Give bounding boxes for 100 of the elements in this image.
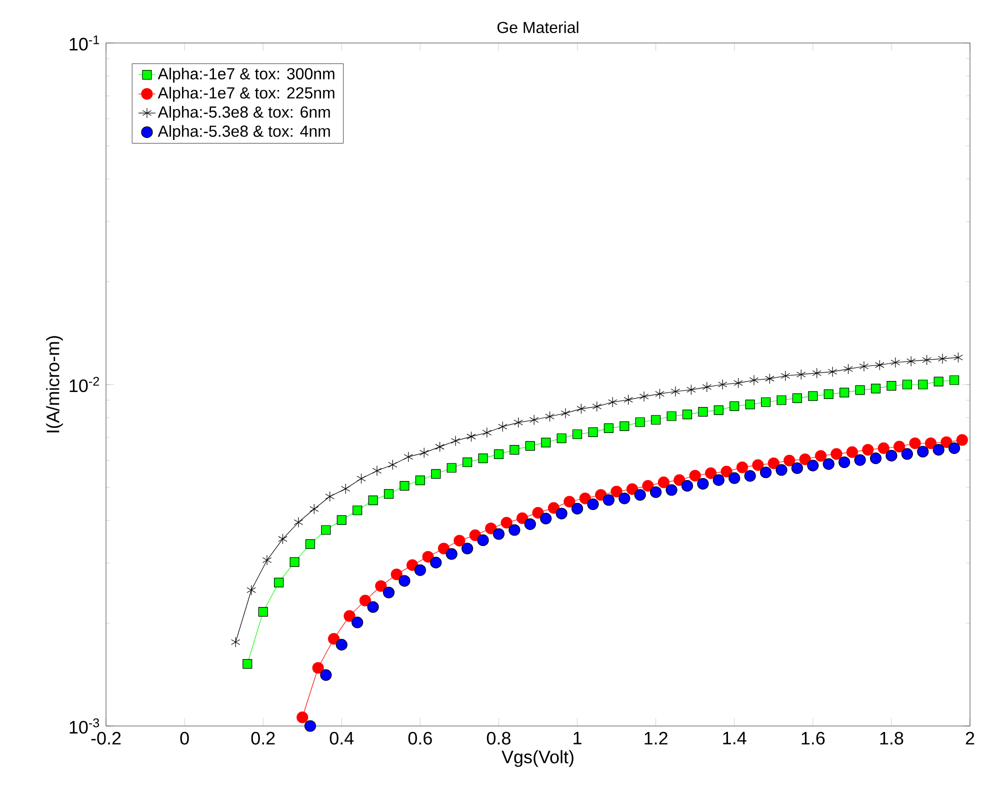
point [294,516,304,528]
point [450,436,460,446]
point [510,444,520,455]
point [718,379,728,390]
point [940,436,952,448]
point [922,354,932,366]
point [934,376,944,386]
point [398,575,410,587]
point [262,554,272,566]
point [714,405,724,415]
point [525,441,535,451]
point [618,492,630,504]
x-tick-label: 1.4 [723,732,746,744]
point [588,427,598,438]
point [541,438,551,448]
point [325,491,334,502]
point [624,394,633,406]
legend-label: Alpha:-5.3e8 & tox: 4nm [158,125,330,140]
point [956,434,968,446]
point [745,400,755,410]
point [500,516,512,528]
point [516,512,528,524]
point [296,712,308,724]
point [712,474,724,486]
point [949,375,960,385]
point [431,469,441,479]
point [438,542,450,554]
x-tick-label: 0.6 [408,732,432,745]
point [278,534,288,544]
point [681,480,694,492]
point [862,444,874,456]
point [304,720,316,732]
x-tick-label: -0.2 [91,732,121,745]
point [469,529,481,542]
point [312,662,324,674]
point [529,414,539,426]
x-tick-label: 0.8 [486,732,510,745]
point [604,423,614,433]
point [918,380,928,390]
point [682,410,692,420]
point [462,457,472,468]
point [886,450,898,462]
point [799,453,811,466]
point [830,448,842,460]
point [494,449,504,460]
point [666,411,676,421]
point [765,373,774,384]
point [587,498,599,510]
point [909,437,921,450]
point [650,486,662,498]
point [564,496,576,508]
point [367,601,379,613]
point [419,447,429,458]
point [917,446,929,458]
point [878,442,890,454]
x-tick-label: 1 [574,732,582,744]
point [462,542,474,554]
point [626,483,638,495]
point [870,452,882,464]
point [634,489,646,501]
x-tick-label: 1.8 [880,732,904,745]
point [390,568,402,580]
x-tick-label: 0 [180,732,189,745]
point [938,353,948,364]
point [728,472,740,484]
point [702,382,712,392]
point [352,506,362,516]
point [290,557,300,567]
point [498,421,508,432]
point [454,534,466,546]
point [768,457,780,470]
point [430,556,442,568]
point [954,352,963,363]
point [932,444,944,456]
point [514,417,523,428]
x-axis-title: Vgs(Volt) [502,750,574,767]
point [482,427,492,438]
point [414,564,426,576]
point [602,494,614,506]
point [796,369,806,380]
point [352,616,364,628]
point [230,636,240,648]
point [359,594,372,606]
x-tick-label: 0.4 [330,732,354,745]
point [556,508,568,520]
point [328,633,340,645]
point [784,454,796,466]
point [305,539,316,549]
chart-title: Ge Material [497,21,578,34]
point [560,408,570,419]
point [752,459,764,471]
point [356,473,366,484]
point [736,462,748,474]
point [886,381,896,391]
y-axis-title: I(A/micro-m) [46,336,63,432]
legend-label: Alpha:-1e7 & tox: 225nm [158,86,334,102]
point [670,386,680,397]
point [246,584,256,596]
point [321,525,331,535]
point [400,481,410,491]
